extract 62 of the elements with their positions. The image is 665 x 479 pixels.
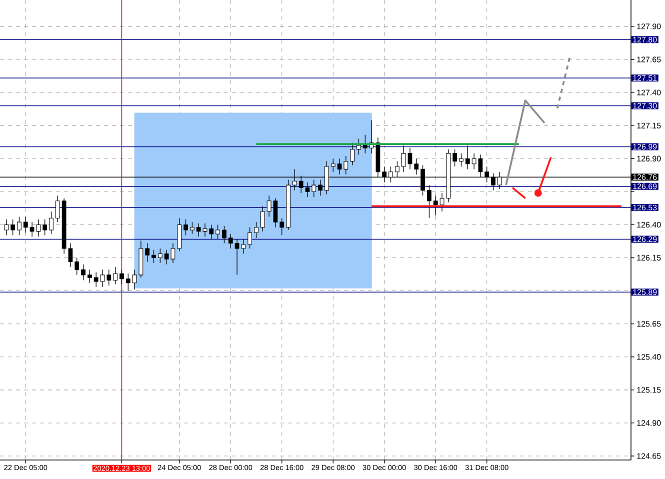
- y-tick-label: 126.90: [637, 156, 661, 162]
- candlestick: [222, 226, 226, 244]
- candlestick: [452, 149, 458, 167]
- candlestick: [4, 219, 9, 236]
- candlestick: [427, 184, 432, 218]
- candlestick: [350, 142, 355, 166]
- candlestick: [88, 269, 92, 284]
- ref-line-label: 127.80: [633, 36, 657, 42]
- candlestick: [152, 249, 156, 264]
- candlestick: [42, 219, 48, 236]
- y-tick-label: 124.65: [637, 453, 661, 459]
- ref-line-label: 126.69: [633, 184, 657, 190]
- y-tick-label: 125.15: [637, 387, 661, 393]
- candlestick: [10, 219, 16, 236]
- candlestick: [184, 219, 188, 236]
- candlestick: [318, 179, 322, 196]
- y-tick-label: 126.40: [637, 222, 661, 228]
- candlestick: [190, 222, 194, 234]
- candlestick: [459, 152, 464, 167]
- candlestick: [362, 134, 368, 154]
- candlestick: [81, 264, 86, 281]
- candlestick: [17, 216, 22, 236]
- candlestick: [49, 211, 54, 234]
- y-tick-label: 124.90: [637, 420, 661, 426]
- candlestick: [74, 257, 80, 276]
- candlestick: [414, 158, 419, 175]
- candlestick: [55, 195, 60, 222]
- candlestick: [113, 266, 118, 285]
- candlestick: [254, 222, 258, 238]
- candlestick: [280, 218, 284, 236]
- ref-line-label: 126.29: [633, 236, 657, 242]
- y-tick-label: 127.15: [637, 122, 661, 128]
- candlestick: [433, 195, 438, 216]
- ref-line-label: 125.89: [633, 289, 657, 295]
- candlestick: [145, 242, 150, 262]
- candlestick: [330, 158, 336, 172]
- candlestick: [465, 145, 470, 170]
- y-tick-label: 126.15: [637, 254, 661, 261]
- candlestick: [94, 272, 98, 288]
- candlestick: [158, 248, 162, 264]
- ref-line-label: 126.53: [633, 204, 657, 210]
- y-tick-label: 127.40: [637, 90, 661, 96]
- candlestick: [312, 179, 316, 198]
- candlestick: [228, 234, 233, 249]
- candlestick: [260, 206, 265, 232]
- candlestick: [196, 223, 201, 237]
- candlestick: [216, 224, 220, 240]
- y-tick-label: 125.40: [637, 354, 661, 360]
- y-tick-label: 127.65: [637, 56, 661, 62]
- candlestick: [248, 227, 252, 249]
- candlestick: [356, 138, 361, 155]
- ref-line-label: 127.30: [633, 102, 657, 109]
- y-tick-label: 125.65: [637, 321, 661, 327]
- candlestick: [177, 218, 182, 252]
- ref-line-label: 126.76: [633, 174, 657, 180]
- ref-line-label: 126.99: [633, 144, 657, 150]
- candlestick: [126, 273, 130, 292]
- candlestick: [209, 224, 214, 240]
- candlestick: [120, 269, 124, 285]
- y-tick-label: 127.90: [637, 24, 661, 30]
- candlestick: [23, 216, 28, 233]
- ref-line-label: 127.51: [633, 75, 657, 81]
